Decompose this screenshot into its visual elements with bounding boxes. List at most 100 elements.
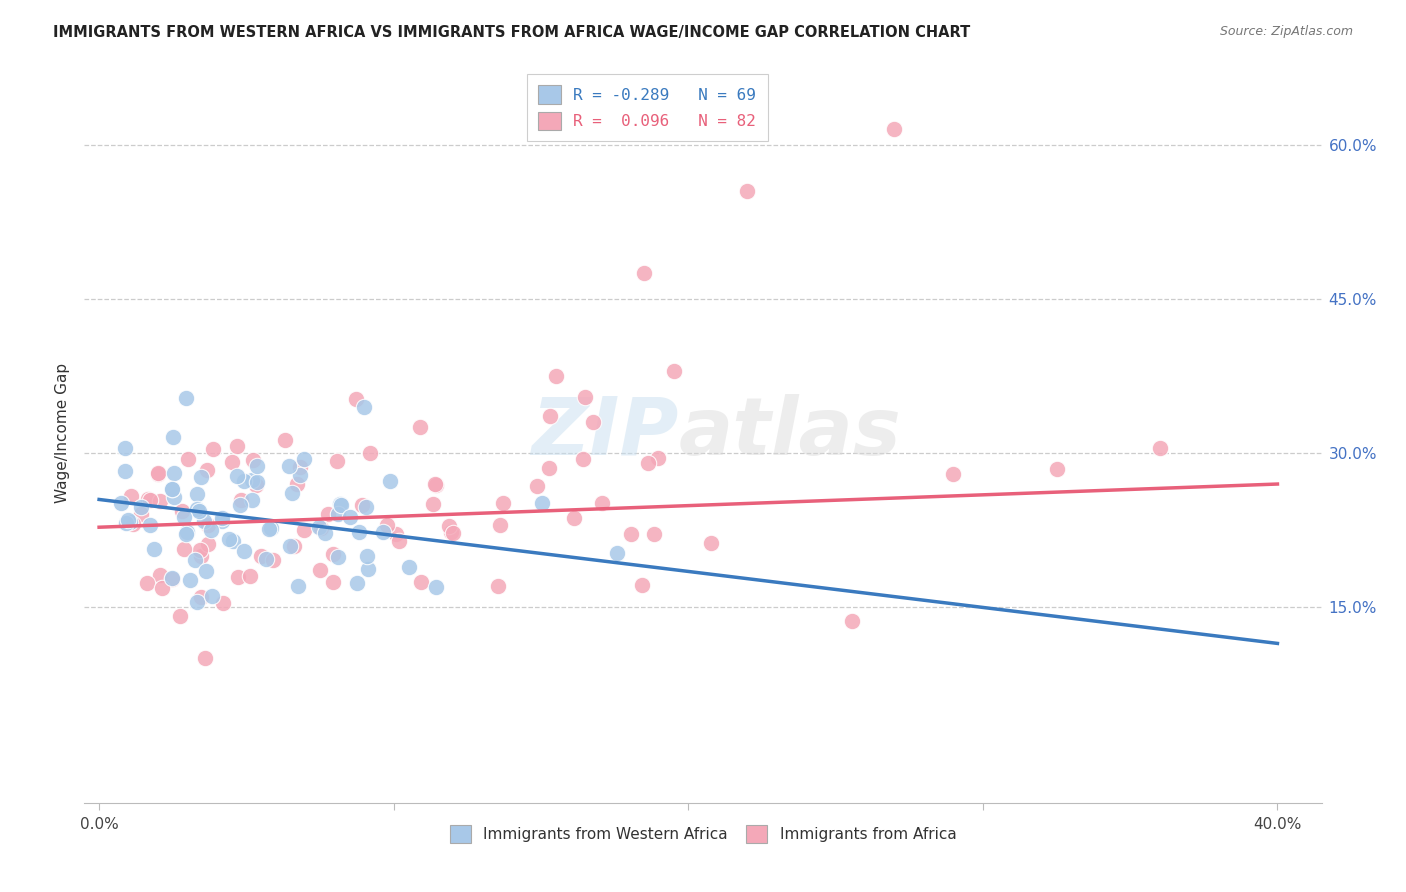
Point bbox=[281, 486, 304, 500]
Point bbox=[149, 568, 172, 582]
Point bbox=[233, 544, 256, 558]
Point bbox=[422, 497, 444, 511]
Point bbox=[1045, 461, 1067, 475]
Point bbox=[200, 523, 222, 537]
Point bbox=[173, 509, 195, 524]
Point bbox=[201, 589, 224, 603]
Point bbox=[278, 539, 301, 553]
Point bbox=[114, 464, 136, 478]
Point bbox=[328, 549, 350, 564]
Y-axis label: Wage/Income Gap: Wage/Income Gap bbox=[55, 362, 70, 503]
Point bbox=[160, 572, 183, 586]
Point bbox=[292, 451, 315, 466]
Point bbox=[114, 441, 136, 455]
Legend: Immigrants from Western Africa, Immigrants from Africa: Immigrants from Western Africa, Immigran… bbox=[441, 818, 965, 851]
Text: ZIP: ZIP bbox=[531, 393, 678, 472]
Point bbox=[143, 542, 166, 557]
Point bbox=[197, 537, 219, 551]
Point bbox=[149, 493, 172, 508]
Point bbox=[647, 450, 669, 465]
Point bbox=[160, 482, 183, 496]
Point bbox=[190, 470, 212, 484]
Point bbox=[146, 467, 169, 481]
Point bbox=[129, 500, 152, 515]
Point bbox=[195, 463, 218, 477]
Point bbox=[260, 521, 283, 535]
Point bbox=[591, 496, 613, 510]
Point bbox=[316, 507, 339, 521]
Point bbox=[274, 434, 297, 448]
Point bbox=[193, 514, 215, 528]
Point bbox=[232, 474, 254, 488]
Point bbox=[184, 553, 207, 567]
Point bbox=[1149, 441, 1171, 455]
Point bbox=[172, 504, 194, 518]
Point bbox=[544, 369, 567, 384]
Text: Source: ZipAtlas.com: Source: ZipAtlas.com bbox=[1219, 25, 1353, 38]
Point bbox=[633, 266, 655, 280]
Point bbox=[226, 469, 249, 483]
Text: IMMIGRANTS FROM WESTERN AFRICA VS IMMIGRANTS FROM AFRICA WAGE/INCOME GAP CORRELA: IMMIGRANTS FROM WESTERN AFRICA VS IMMIGR… bbox=[53, 25, 970, 40]
Point bbox=[283, 539, 305, 553]
Point bbox=[325, 454, 347, 468]
Point bbox=[346, 576, 368, 591]
Point bbox=[136, 492, 159, 507]
Point bbox=[344, 392, 367, 406]
Point bbox=[308, 563, 330, 577]
Point bbox=[218, 533, 240, 547]
Point bbox=[221, 455, 243, 469]
Point bbox=[637, 456, 659, 470]
Point bbox=[526, 479, 548, 493]
Point bbox=[339, 510, 361, 524]
Point bbox=[176, 526, 198, 541]
Point bbox=[188, 504, 211, 518]
Point bbox=[163, 467, 186, 481]
Point bbox=[643, 526, 665, 541]
Point bbox=[562, 511, 585, 525]
Point bbox=[179, 573, 201, 587]
Point bbox=[246, 459, 269, 474]
Point bbox=[211, 511, 233, 525]
Point bbox=[530, 496, 553, 510]
Point bbox=[139, 518, 162, 533]
Point bbox=[163, 490, 186, 504]
Point bbox=[169, 608, 191, 623]
Point bbox=[122, 516, 145, 531]
Point bbox=[606, 546, 628, 560]
Point bbox=[257, 522, 280, 536]
Point bbox=[186, 487, 208, 501]
Point bbox=[538, 409, 561, 424]
Point bbox=[492, 496, 515, 510]
Point bbox=[160, 570, 183, 584]
Point bbox=[288, 460, 311, 475]
Point bbox=[582, 416, 605, 430]
Point bbox=[378, 474, 401, 488]
Point bbox=[211, 596, 233, 610]
Point bbox=[162, 430, 184, 444]
Point bbox=[239, 569, 262, 583]
Point bbox=[329, 497, 352, 511]
Point bbox=[194, 651, 217, 665]
Point bbox=[120, 489, 142, 503]
Point bbox=[662, 364, 685, 378]
Point bbox=[146, 467, 169, 481]
Point bbox=[441, 526, 464, 541]
Point bbox=[135, 576, 157, 591]
Point bbox=[110, 496, 132, 510]
Point bbox=[354, 500, 377, 514]
Point bbox=[288, 468, 311, 483]
Point bbox=[350, 498, 373, 512]
Point bbox=[285, 477, 308, 491]
Point bbox=[186, 594, 208, 608]
Point bbox=[371, 524, 394, 539]
Point bbox=[117, 513, 139, 527]
Point bbox=[120, 515, 142, 529]
Point bbox=[385, 527, 408, 541]
Point bbox=[486, 579, 509, 593]
Point bbox=[841, 614, 863, 628]
Point bbox=[222, 534, 245, 549]
Point bbox=[574, 390, 596, 404]
Point bbox=[246, 475, 269, 490]
Point bbox=[425, 478, 447, 492]
Point bbox=[347, 524, 370, 539]
